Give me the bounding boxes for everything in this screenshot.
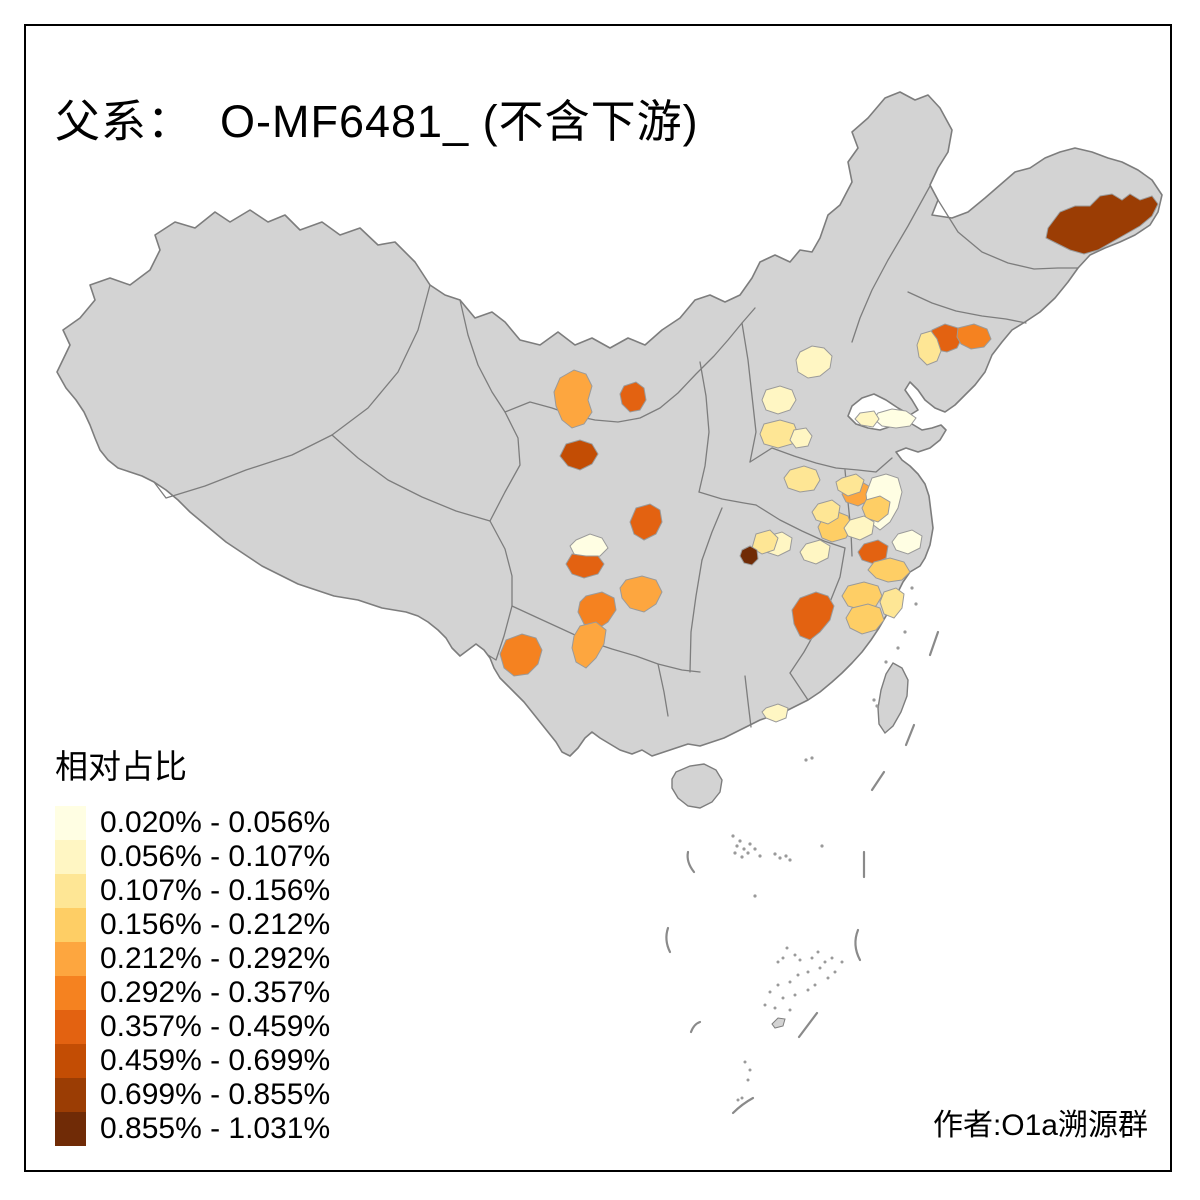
small-island — [771, 1017, 786, 1029]
map-region-liaoning-east — [956, 323, 992, 350]
legend-label-5: 0.212% - 0.292% — [100, 942, 331, 975]
map-region-liaoning-west — [916, 330, 942, 366]
legend: 相对占比 0.020% - 0.056% 0.056% - 0.107% 0.107… — [55, 740, 330, 1146]
map-region-sichuan-southwest-1 — [565, 553, 605, 579]
island-dots — [731, 586, 918, 1102]
map-region-hebei-south-3 — [789, 427, 813, 449]
map-region-northeast-1 — [1045, 193, 1159, 255]
plot-border-frame — [24, 24, 1172, 1172]
map-region-shandong-mid — [854, 410, 880, 428]
map-region-ningxia-mid — [619, 381, 647, 413]
legend-label-9: 0.699% - 0.855% — [100, 1078, 331, 1111]
map-region-gansu-corridor — [553, 369, 593, 429]
map-region-lanzhou-area — [559, 439, 599, 471]
map-region-henan-east — [783, 465, 821, 493]
legend-swatch-10 — [55, 1112, 86, 1146]
map-region-hunan-northeast — [791, 591, 835, 641]
map-region-chengdu-area — [569, 533, 609, 559]
legend-rows: 0.020% - 0.056% 0.056% - 0.107% 0.107% - 0… — [55, 806, 330, 1146]
legend-swatch-9 — [55, 1078, 86, 1112]
legend-swatch-4 — [55, 908, 86, 942]
map-region-shanghai-area — [891, 529, 923, 555]
page-title: 父系： O-MF6481_ (不含下游) — [55, 96, 699, 148]
legend-item-1: 0.020% - 0.056% — [55, 806, 330, 840]
legend-item-9: 0.699% - 0.855% — [55, 1078, 330, 1112]
legend-swatch-6 — [55, 976, 86, 1010]
legend-item-7: 0.357% - 0.459% — [55, 1010, 330, 1044]
legend-item-5: 0.212% - 0.292% — [55, 942, 330, 976]
legend-label-6: 0.292% - 0.357% — [100, 976, 331, 1009]
map-region-yibin-area — [577, 591, 617, 631]
legend-label-1: 0.020% - 0.056% — [100, 806, 331, 839]
legend-item-6: 0.292% - 0.357% — [55, 976, 330, 1010]
attribution-text: 作者:O1a溯源群 — [932, 1109, 1148, 1142]
legend-item-2: 0.056% - 0.107% — [55, 840, 330, 874]
map-region-jiangsu-mid-1 — [861, 495, 891, 523]
legend-swatch-8 — [55, 1044, 86, 1078]
map-region-hubei-west-dark — [739, 545, 759, 566]
legend-label-4: 0.156% - 0.212% — [100, 908, 331, 941]
legend-swatch-7 — [55, 1010, 86, 1044]
map-region-jiangsu-mid-2 — [843, 515, 875, 541]
map-region-hebei-south-1 — [761, 385, 797, 415]
legend-swatch-2 — [55, 840, 86, 874]
hainan-island — [671, 763, 723, 809]
map-region-jiangsu-northwest — [835, 473, 865, 497]
legend-item-4: 0.156% - 0.212% — [55, 908, 330, 942]
map-region-beijing — [795, 345, 833, 379]
legend-title: 相对占比 — [55, 748, 187, 785]
map-region-zhejiang-east — [879, 587, 905, 619]
legend-swatch-3 — [55, 874, 86, 908]
legend-label-2: 0.056% - 0.107% — [100, 840, 331, 873]
legend-label-10: 0.855% - 1.031% — [100, 1112, 331, 1145]
map-region-jiangsu-south — [867, 557, 911, 583]
taiwan-island — [877, 662, 909, 735]
map-region-sichuan-south-light — [619, 575, 663, 613]
legend-swatch-1 — [55, 806, 86, 840]
legend-label-8: 0.459% - 0.699% — [100, 1044, 331, 1077]
map-region-zhejiang-north — [841, 581, 883, 611]
legend-label-7: 0.357% - 0.459% — [100, 1010, 331, 1043]
map-region-anhui-north — [811, 499, 841, 525]
map-region-guangdong-coast — [761, 703, 789, 723]
map-region-yunnan-west — [499, 633, 543, 677]
legend-label-3: 0.107% - 0.156% — [100, 874, 331, 907]
mainland-outline — [56, 91, 1163, 757]
sea-boundary-dashes — [665, 630, 940, 1115]
legend-item-8: 0.459% - 0.699% — [55, 1044, 330, 1078]
legend-item-3: 0.107% - 0.156% — [55, 874, 330, 908]
map-region-sichuan-far-south — [571, 621, 607, 669]
province-borders — [153, 185, 1079, 728]
map-region-henan-south — [799, 539, 831, 565]
choropleth-regions — [499, 193, 1159, 723]
map-region-zhejiang-mid — [845, 603, 885, 635]
legend-item-10: 0.855% - 1.031% — [55, 1112, 330, 1146]
legend-swatch-5 — [55, 942, 86, 976]
map-region-hebei-south-2 — [759, 419, 799, 449]
map-region-sichuan-north — [629, 503, 663, 541]
